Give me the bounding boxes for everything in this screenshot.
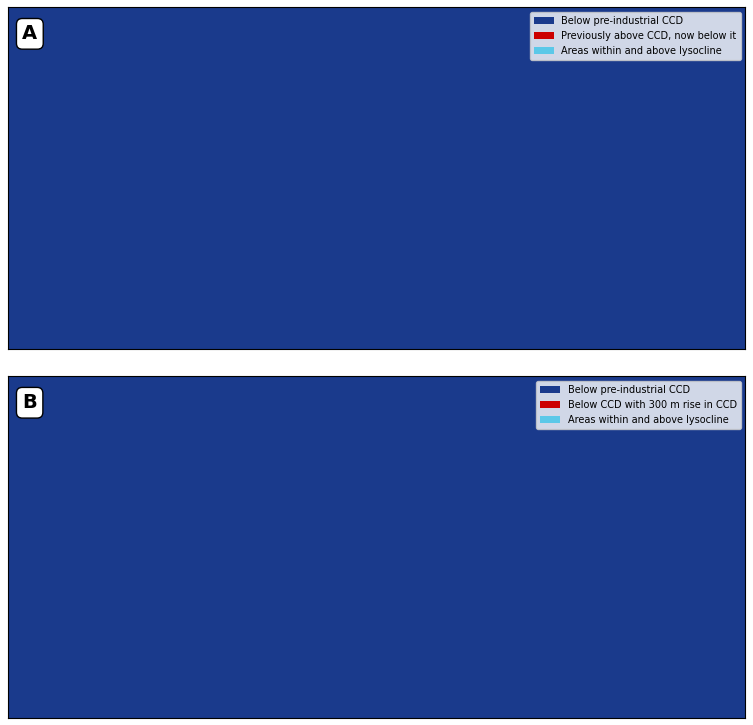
Legend: Below pre-industrial CCD, Below CCD with 300 m rise in CCD, Areas within and abo: Below pre-industrial CCD, Below CCD with… [536,381,741,428]
Text: A: A [23,25,38,44]
FancyBboxPatch shape [0,274,753,725]
Text: B: B [23,393,37,413]
Legend: Below pre-industrial CCD, Previously above CCD, now below it, Areas within and a: Below pre-industrial CCD, Previously abo… [530,12,741,59]
FancyBboxPatch shape [0,0,753,451]
